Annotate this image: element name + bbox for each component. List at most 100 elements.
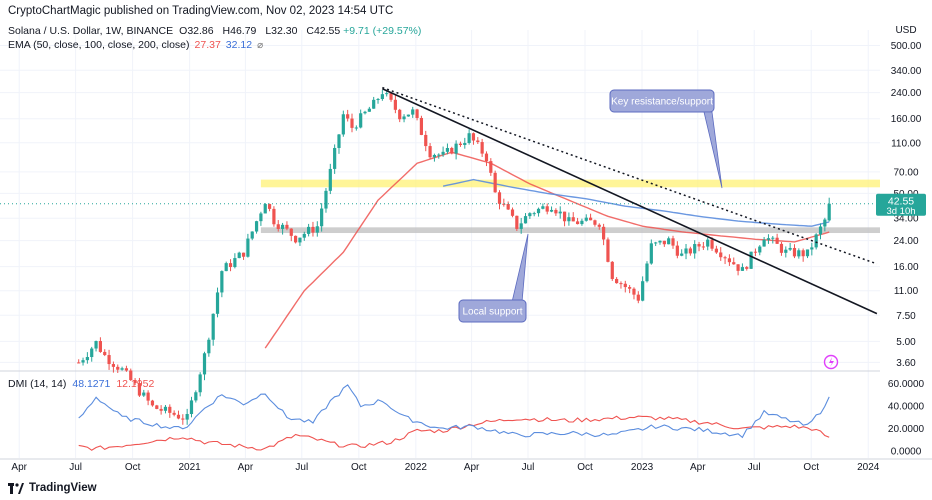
candle-down bbox=[545, 206, 549, 212]
candle-up bbox=[810, 247, 814, 250]
candle-up bbox=[823, 219, 827, 227]
price-tick-label: 3.60 bbox=[896, 358, 916, 369]
price-tick-label: 24.00 bbox=[893, 236, 918, 247]
candle-down bbox=[662, 240, 666, 245]
symbol-title[interactable]: Solana / U.S. Dollar, 1W, BINANCE bbox=[8, 25, 174, 37]
ohlc-high: H46.79 bbox=[222, 25, 257, 37]
price-tick-label: 160.00 bbox=[891, 114, 922, 125]
footer-brand[interactable]: TradingView bbox=[8, 482, 97, 494]
time-tick-label: 2021 bbox=[179, 462, 202, 473]
candle-down bbox=[623, 283, 627, 288]
candle-up bbox=[766, 238, 771, 240]
price-tick-label: 110.00 bbox=[891, 138, 921, 149]
dmi-label[interactable]: DMI (14, 14) bbox=[8, 378, 67, 390]
ohlc-low: L32.30 bbox=[265, 25, 298, 37]
resistance-band bbox=[260, 179, 881, 188]
candle-down bbox=[480, 142, 484, 154]
candle-down bbox=[801, 250, 805, 257]
price-tick-label: 5.00 bbox=[896, 337, 916, 348]
price-tick-label: 11.00 bbox=[894, 286, 919, 297]
currency-label: USD bbox=[895, 25, 916, 36]
candle-up bbox=[762, 239, 766, 247]
candle-up bbox=[215, 292, 220, 314]
candle-down bbox=[736, 264, 740, 271]
candle-up bbox=[337, 134, 341, 148]
candle-up bbox=[706, 239, 710, 247]
candle-up bbox=[467, 133, 471, 143]
candle-up bbox=[667, 238, 671, 245]
candle-up bbox=[324, 190, 328, 209]
candle-up bbox=[645, 263, 649, 282]
candle-down bbox=[311, 226, 315, 233]
candle-down bbox=[675, 245, 679, 256]
candle-down bbox=[389, 93, 393, 100]
candle-down bbox=[111, 364, 116, 367]
candle-down bbox=[276, 224, 280, 229]
publisher-line: CryptoChartMagic published on TradingVie… bbox=[8, 5, 394, 17]
time-tick-label: 2022 bbox=[405, 462, 428, 473]
candle-up bbox=[250, 231, 254, 239]
candle-down bbox=[450, 147, 454, 154]
candle-down bbox=[745, 267, 749, 269]
candle-down bbox=[419, 117, 424, 135]
resistance-label-box bbox=[609, 89, 715, 113]
price-axis-bg bbox=[880, 0, 932, 500]
candle-up bbox=[441, 151, 445, 155]
candle-down bbox=[493, 172, 497, 193]
candle-up bbox=[263, 204, 267, 214]
dmi-plus-value: 48.1271 bbox=[72, 378, 111, 390]
time-tick-label: Apr bbox=[690, 462, 706, 473]
candle-up bbox=[758, 246, 762, 253]
candle-down bbox=[458, 143, 463, 145]
candle-down bbox=[571, 217, 575, 222]
candle-down bbox=[181, 418, 185, 420]
candle-down bbox=[575, 221, 580, 225]
candle-up bbox=[641, 281, 645, 301]
candle-up bbox=[788, 247, 792, 250]
candle-down bbox=[554, 209, 558, 214]
candle-up bbox=[120, 368, 124, 370]
annotations: Key resistance/support Local support bbox=[458, 89, 839, 370]
candle-down bbox=[775, 237, 779, 244]
candle-down bbox=[393, 99, 397, 110]
candle-up bbox=[549, 209, 554, 212]
support-label-text: Local support bbox=[462, 307, 522, 318]
candle-up bbox=[567, 217, 571, 222]
dmi-legend: DMI (14, 14) 48.1271 12.1952 bbox=[8, 378, 154, 390]
candle-up bbox=[740, 267, 745, 271]
candle-down bbox=[476, 140, 480, 143]
candle-up bbox=[432, 154, 437, 158]
candle-down bbox=[415, 109, 419, 118]
candle-up bbox=[354, 127, 358, 129]
candle-down bbox=[632, 288, 636, 295]
resistance-label-pointer bbox=[703, 111, 723, 189]
price-axis[interactable]: USD500.00340.00240.00160.00110.0070.0050… bbox=[876, 0, 932, 500]
flash-icon bbox=[823, 354, 839, 370]
hidden-eye-icon[interactable]: ⌀ bbox=[257, 40, 264, 51]
ema50-value: 27.37 bbox=[194, 39, 221, 51]
candle-down bbox=[489, 161, 493, 173]
candle-down bbox=[727, 258, 732, 263]
dmi-pane: 60.0000 40.0000 20.0000 0.0000 bbox=[78, 379, 925, 458]
candle-up bbox=[207, 339, 211, 354]
candle-up bbox=[814, 234, 818, 248]
candle-up bbox=[658, 240, 662, 243]
candle-down bbox=[289, 228, 293, 236]
time-axis[interactable]: Apr Jul Oct 2021 Apr Jul Oct 2022 Apr Jul Oct 2023 A… bbox=[0, 458, 932, 473]
ohlc-close: C42.55 bbox=[306, 25, 341, 37]
candle-up bbox=[259, 213, 263, 222]
candle-up bbox=[454, 143, 458, 154]
candle-up bbox=[402, 116, 406, 120]
candle-down bbox=[77, 362, 81, 364]
time-tick-label: Jul bbox=[748, 462, 761, 473]
support-label-box bbox=[458, 299, 527, 323]
ema-label[interactable]: EMA (50, close, 100, close, 200, close) bbox=[8, 39, 190, 51]
candle-down bbox=[484, 153, 489, 162]
candle-up bbox=[237, 252, 241, 259]
trendlines bbox=[382, 86, 878, 315]
candle-down bbox=[267, 204, 272, 209]
candle-up bbox=[536, 208, 541, 214]
candle-up bbox=[90, 348, 94, 358]
time-tick-label: Oct bbox=[125, 462, 141, 473]
